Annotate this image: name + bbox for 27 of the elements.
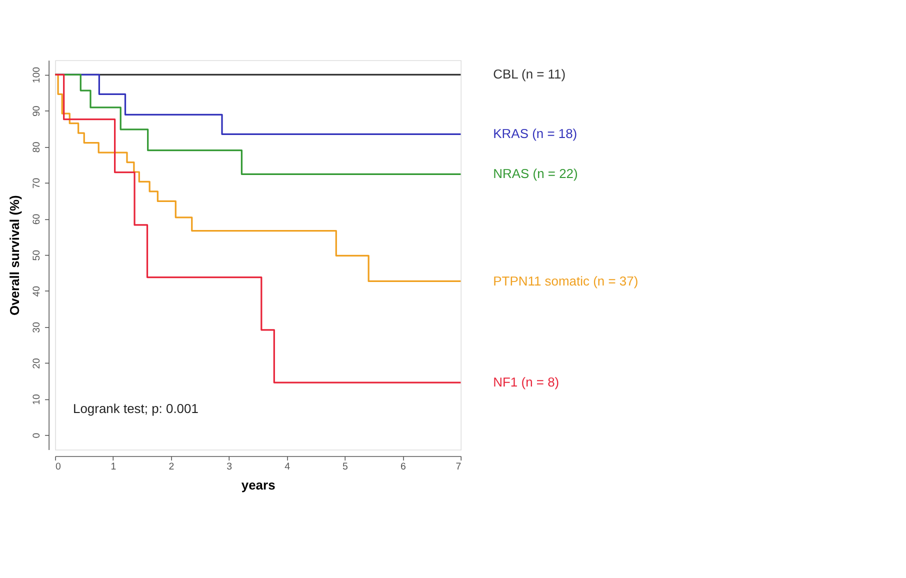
y-tick-label: 20 bbox=[31, 357, 42, 369]
annotation: Logrank test; p: 0.001 bbox=[73, 401, 198, 416]
text: KRAS (n = 18) bbox=[493, 126, 578, 142]
x-tick-label: 1 bbox=[110, 461, 116, 472]
x-tick-label: 2 bbox=[168, 461, 174, 472]
y-tick-label: 50 bbox=[31, 249, 42, 261]
y-tick-label: 70 bbox=[31, 177, 42, 189]
text: PTPN11 somatic (n = 37) bbox=[493, 273, 638, 288]
x-tick-label: 4 bbox=[284, 461, 291, 472]
y-tick-label: 40 bbox=[31, 285, 42, 297]
y-tick-label: 60 bbox=[31, 213, 42, 225]
y-tick-label: 100 bbox=[31, 66, 42, 84]
y-tick-label: 90 bbox=[31, 105, 42, 117]
text: NRAS (n = 22) bbox=[493, 166, 578, 182]
x-tick-label: 3 bbox=[226, 461, 232, 472]
x-tick-label: 7 bbox=[456, 461, 462, 472]
y-axis-title: Overall survival (%) bbox=[7, 195, 22, 316]
y-tick-label: 0 bbox=[31, 432, 42, 438]
y-tick-label: 80 bbox=[31, 141, 42, 153]
x-tick-label: 5 bbox=[342, 461, 348, 472]
x-tick-label: 6 bbox=[400, 461, 406, 472]
x-tick-label: 0 bbox=[56, 461, 62, 472]
text: NF1 (n = 8) bbox=[493, 374, 560, 390]
y-tick-label: 30 bbox=[31, 321, 42, 333]
y-tick-label: 10 bbox=[31, 394, 42, 405]
x-axis-title: years bbox=[241, 478, 276, 493]
text: CBL (n = 11) bbox=[493, 66, 566, 82]
